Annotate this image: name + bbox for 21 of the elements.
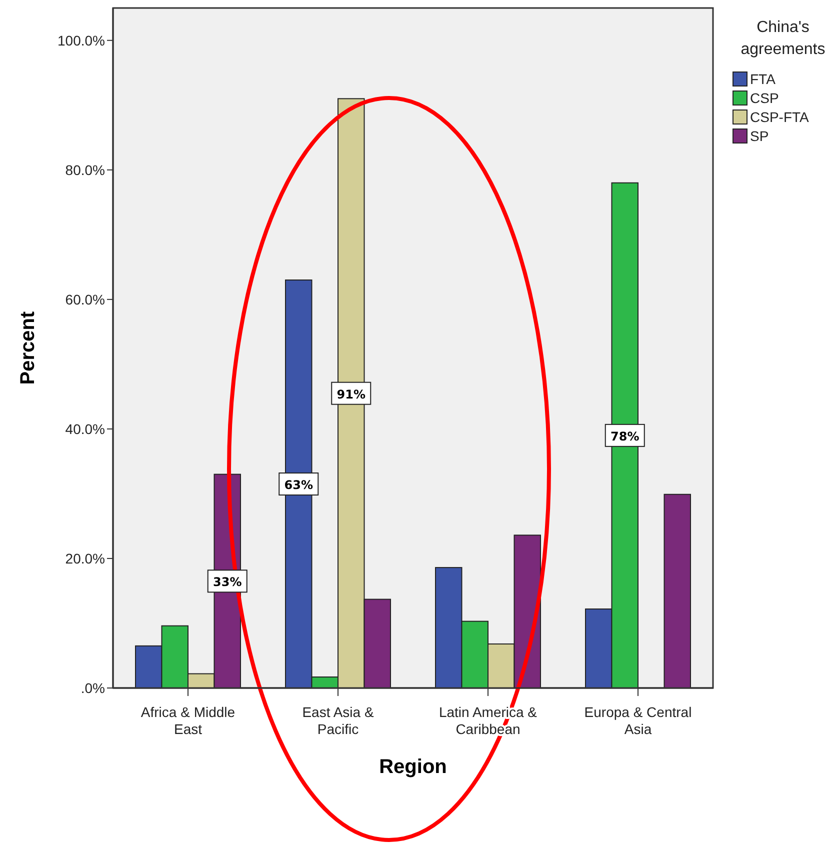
x-tick-label: Africa & Middle East xyxy=(140,704,236,737)
legend-label: SP xyxy=(750,128,769,144)
y-tick-label: .0% xyxy=(80,680,105,696)
bar xyxy=(664,494,691,688)
data-label: 78% xyxy=(610,429,640,444)
x-tick-label: Europa & Central Asia xyxy=(584,704,692,737)
y-tick-label: 20.0% xyxy=(65,550,105,566)
data-label: 33% xyxy=(213,575,242,590)
legend-label: CSP xyxy=(750,90,779,106)
y-tick-label: 100.0% xyxy=(58,32,105,48)
legend-title: China's agreements xyxy=(740,19,826,58)
y-tick-label: 80.0% xyxy=(65,162,105,178)
y-tick-label: 60.0% xyxy=(65,291,105,308)
y-tick-label: 40.0% xyxy=(65,420,105,437)
legend-label: CSP-FTA xyxy=(750,109,810,125)
x-axis-title: Region xyxy=(379,756,447,778)
data-label: 63% xyxy=(284,478,313,492)
legend-label: FTA xyxy=(750,71,776,87)
x-tick-label: East Asia & Pacific xyxy=(302,704,374,737)
data-label: 91% xyxy=(336,387,366,402)
y-axis-title: Percent xyxy=(17,310,39,385)
